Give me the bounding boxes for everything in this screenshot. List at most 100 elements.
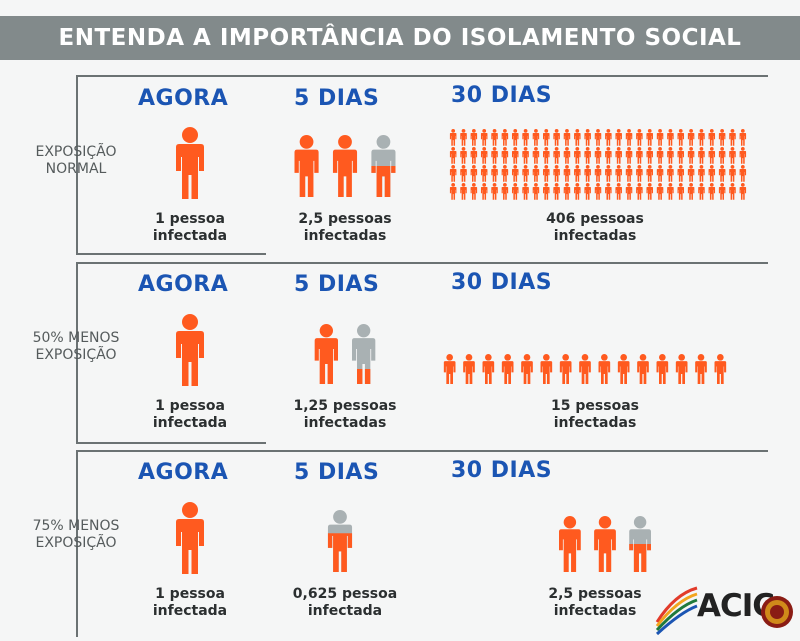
person-icon [677, 165, 685, 182]
logo-text: ACIC [697, 588, 775, 624]
person-icon [522, 165, 529, 182]
person-icon [594, 516, 616, 572]
person-icon [543, 147, 550, 164]
person-icon [480, 165, 488, 182]
person-icon [605, 129, 612, 146]
person-icon [677, 129, 685, 146]
person-icon [449, 183, 457, 200]
person-icon [540, 354, 553, 384]
person-icon [532, 183, 540, 200]
person-icon [615, 147, 622, 164]
person-icon [708, 165, 716, 182]
person-icon [675, 354, 688, 384]
row-label: 50% MENOS EXPOSIÇÃO [32, 330, 120, 363]
person-icon [491, 129, 498, 146]
person-icon [501, 165, 509, 182]
person-icon [667, 147, 674, 164]
person-icon [559, 516, 581, 572]
person-icon [574, 165, 581, 182]
person-icon [480, 183, 488, 200]
person-icon [327, 510, 353, 573]
person-icon [729, 129, 736, 146]
row-bracket [76, 262, 768, 444]
person-icon [543, 165, 550, 182]
person-icon [553, 129, 560, 146]
person-icon [739, 183, 747, 200]
seal-icon [761, 596, 793, 628]
person-icon [605, 183, 612, 200]
person-icon [522, 183, 529, 200]
person-icon [521, 354, 533, 384]
person-icon [574, 147, 581, 164]
person-icon [563, 183, 571, 200]
person-icon [636, 147, 643, 164]
person-icon [176, 314, 204, 386]
person-icon [714, 354, 727, 384]
row-label: EXPOSIÇÃO NORMAL [35, 144, 117, 177]
person-icon [625, 129, 633, 146]
person-icon [371, 135, 396, 198]
person-icon [687, 129, 695, 146]
column-heading-30-days: 30 DIAS [451, 458, 553, 483]
person-icon [491, 183, 498, 200]
person-icon [695, 354, 707, 384]
infected-caption: 2,5 pessoas infectadas [298, 211, 392, 244]
column-heading-now: AGORA [138, 86, 229, 111]
page-title: ENTENDA A IMPORTÂNCIA DO ISOLAMENTO SOCI… [58, 25, 742, 51]
person-icon-group [327, 510, 353, 573]
person-icon [598, 354, 611, 384]
person-icon [584, 165, 591, 182]
person-icon [553, 147, 560, 164]
person-icon-group [449, 129, 747, 200]
person-icon [636, 183, 643, 200]
person-icon-group [294, 135, 396, 198]
person-icon [646, 147, 653, 164]
person-icon [708, 183, 716, 200]
person-icon [532, 129, 540, 146]
person-icon [677, 183, 685, 200]
person-icon [470, 165, 478, 182]
person-icon [646, 183, 653, 200]
person-icon [594, 147, 602, 164]
person-icon [656, 129, 664, 146]
person-icon [739, 129, 747, 146]
person-icon-group [176, 127, 204, 199]
row-bracket [76, 450, 768, 637]
person-icon [563, 165, 571, 182]
person-icon [718, 183, 726, 200]
person-icon [314, 324, 338, 384]
column-heading-now: AGORA [138, 460, 229, 485]
person-icon [511, 183, 519, 200]
acic-logo: ACIC [655, 584, 795, 636]
person-icon [579, 354, 591, 384]
person-icon [667, 183, 674, 200]
person-icon [449, 129, 457, 146]
person-icon [501, 183, 509, 200]
row-75-less-exposure: 75% MENOS EXPOSIÇÃO AGORA 5 DIAS 30 DIAS… [0, 450, 800, 640]
person-icon [553, 165, 560, 182]
person-icon [460, 147, 467, 164]
person-icon [729, 183, 736, 200]
row-normal-exposure: EXPOSIÇÃO NORMAL AGORA 5 DIAS 30 DIAS 1 … [0, 75, 800, 255]
person-icon [522, 147, 529, 164]
person-icon [460, 129, 467, 146]
person-icon [605, 147, 612, 164]
person-icon [470, 129, 478, 146]
person-icon [718, 165, 726, 182]
header-bar: ENTENDA A IMPORTÂNCIA DO ISOLAMENTO SOCI… [0, 16, 800, 60]
person-icon [460, 165, 467, 182]
logo-swoosh-icon [655, 586, 698, 636]
person-icon [656, 354, 669, 384]
infected-caption: 1,25 pessoas infectadas [293, 398, 397, 431]
person-icon [677, 147, 685, 164]
person-icon [656, 147, 664, 164]
person-icon [574, 129, 581, 146]
person-icon [584, 183, 591, 200]
person-icon-group [443, 354, 727, 384]
person-icon [294, 135, 319, 197]
person-icon [698, 129, 705, 146]
person-icon [482, 354, 495, 384]
infected-caption: 2,5 pessoas infectadas [548, 586, 642, 619]
person-icon [646, 129, 653, 146]
person-icon [563, 129, 571, 146]
